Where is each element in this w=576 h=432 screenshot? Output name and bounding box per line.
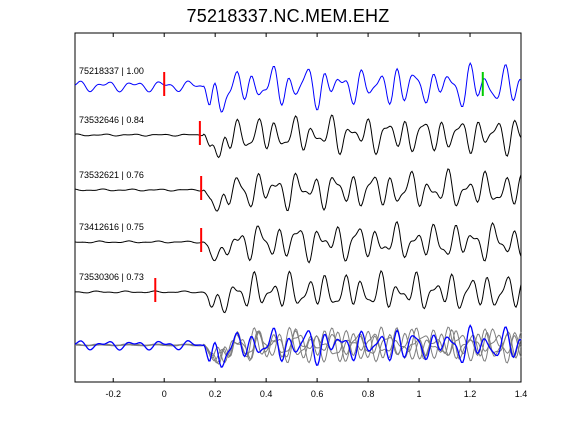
stack-reference-line bbox=[74, 324, 522, 368]
plot-frame bbox=[74, 32, 522, 383]
pick-markers-group bbox=[154, 72, 484, 302]
x-tick-label: -0.2 bbox=[105, 389, 121, 399]
trace-line bbox=[74, 61, 522, 113]
x-tick-label: 1.4 bbox=[515, 389, 528, 399]
x-tick-label: 0 bbox=[162, 389, 167, 399]
stack-trace-line bbox=[74, 326, 522, 364]
trace-line bbox=[75, 269, 522, 314]
x-axis: -0.2 0 0.2 0.4 0.6 0.8 1 1.2 1.4 bbox=[105, 33, 527, 399]
x-tick-label: 1.2 bbox=[464, 389, 477, 399]
x-tick-label: 0.6 bbox=[311, 389, 324, 399]
chart-title: 75218337.NC.MEM.EHZ bbox=[186, 6, 390, 26]
x-tick-label: 0.4 bbox=[260, 389, 273, 399]
trace-label: 75218337 | 1.00 bbox=[79, 66, 144, 76]
trace-labels-group: 75218337 | 1.00 73532646 | 0.84 73532621 |… bbox=[79, 66, 144, 282]
trace-line bbox=[74, 114, 522, 159]
trace-line bbox=[74, 220, 522, 264]
trace-label: 73532646 | 0.84 bbox=[79, 115, 144, 125]
trace-line bbox=[74, 168, 522, 212]
stacked-traces-group bbox=[74, 324, 522, 368]
trace-label: 73532621 | 0.76 bbox=[79, 170, 144, 180]
traces-group bbox=[74, 61, 522, 314]
x-tick-label: 1 bbox=[417, 389, 422, 399]
trace-label: 73530306 | 0.73 bbox=[79, 272, 144, 282]
x-tick-label: 0.2 bbox=[209, 389, 222, 399]
x-tick-label: 0.8 bbox=[362, 389, 375, 399]
trace-label: 73412616 | 0.75 bbox=[79, 222, 144, 232]
